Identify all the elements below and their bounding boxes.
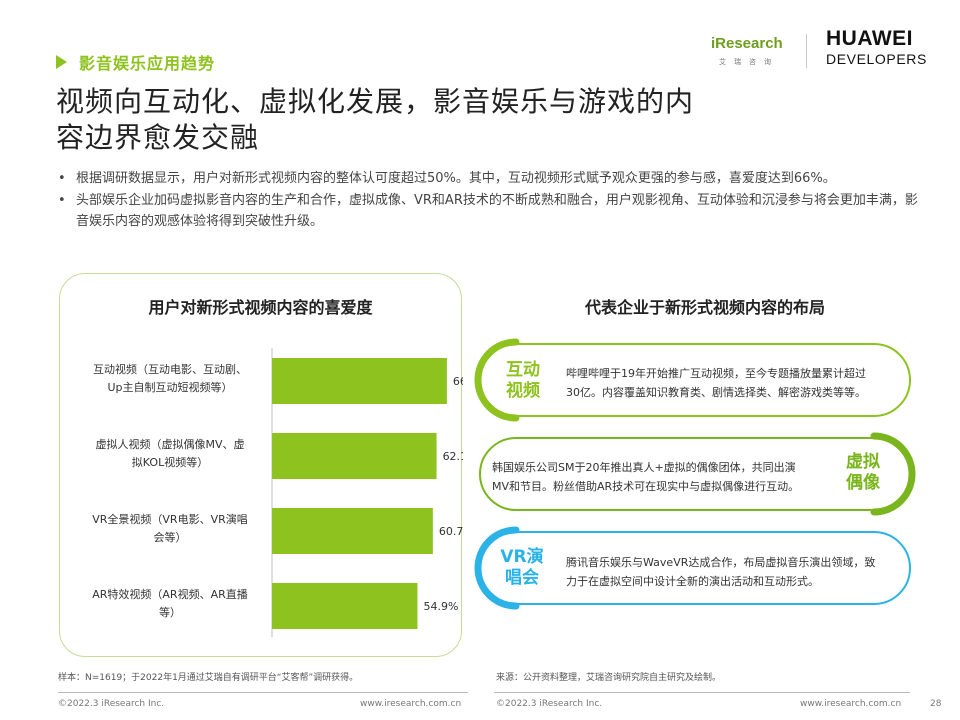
category-label-2-1: 会等） xyxy=(154,530,187,544)
page-title-line2: 容边界愈发交融 xyxy=(56,121,260,154)
section-label: 影音娱乐应用趋势 xyxy=(79,54,216,73)
bullet-list: • 根据调研数据显示，用户对新形式视频内容的整体认可度超过50%。其中，互动视频… xyxy=(58,168,918,233)
section-tag: 影音娱乐应用趋势 xyxy=(56,50,215,74)
page-title: 视频向互动化、虚拟化发展，影音娱乐与游戏的内 容边界愈发交融 xyxy=(56,84,796,156)
category-label-3-0: AR特效视频（AR视频、AR直播 xyxy=(92,587,248,601)
huawei-logo-line1: HUAWEI xyxy=(826,27,913,50)
iresearch-logo-subtitle: 艾瑞咨询 xyxy=(719,58,779,66)
iresearch-logo-text: iResearch xyxy=(711,35,783,52)
card-label-line1: VR演 xyxy=(500,547,544,567)
page-number: 28 xyxy=(930,699,942,709)
bar-3 xyxy=(272,583,418,629)
bullet-symbol: • xyxy=(58,193,66,208)
card-label-line2: 唱会 xyxy=(505,568,539,588)
bullet-text: 根据调研数据显示，用户对新形式视频内容的整体认可度超过50%。其中，互动视频形式… xyxy=(76,171,836,186)
card-label-line1: 虚拟 xyxy=(846,452,880,472)
card-text-line1: 腾讯音乐娱乐与WaveVR达成合作，布局虚拟音乐演出领域，致 xyxy=(566,556,876,569)
card-label-virtual-idol: 虚拟 偶像 xyxy=(838,452,888,494)
card-label-interactive-video: 互动 视频 xyxy=(498,360,548,402)
footer-url-left[interactable]: www.iresearch.com.cn xyxy=(360,699,462,709)
footer-divider-left xyxy=(58,692,468,693)
card-text-vr-concert: 腾讯音乐娱乐与WaveVR达成合作，布局虚拟音乐演出领域，致 力于在虚拟空间中设… xyxy=(566,553,911,591)
huawei-developers-logo: HUAWEI DEVELOPERS xyxy=(826,28,927,68)
huawei-logo-line2: DEVELOPERS xyxy=(826,51,927,67)
bar-value-label-3: 54.9% xyxy=(423,600,458,613)
source-note: 来源：公开资料整理，艾瑞咨询研究院自主研究及绘制。 xyxy=(496,673,722,683)
bar-1 xyxy=(272,433,437,479)
bullet-item: • 头部娱乐企业加码虚拟影音内容的生产和合作，虚拟成像、VR和AR技术的不断成熟… xyxy=(58,190,918,232)
bullet-text: 头部娱乐企业加码虚拟影音内容的生产和合作，虚拟成像、VR和AR技术的不断成熟和融… xyxy=(76,193,918,229)
page-title-line1: 视频向互动化、虚拟化发展，影音娱乐与游戏的内 xyxy=(56,85,695,118)
bullet-symbol: • xyxy=(58,171,66,186)
card-text-line2: 30亿。内容覆盖知识教育类、剧情选择类、解密游戏类等等。 xyxy=(566,386,866,399)
bullet-item: • 根据调研数据显示，用户对新形式视频内容的整体认可度超过50%。其中，互动视频… xyxy=(58,168,918,189)
footer-divider-right xyxy=(494,692,910,693)
card-text-interactive-video: 哔哩哔哩于19年开始推广互动视频，至今专题播放量累计超过 30亿。内容覆盖知识教… xyxy=(566,364,901,402)
card-label-line1: 互动 xyxy=(506,360,540,380)
sample-note: 样本：N=1619；于2022年1月通过艾瑞自有调研平台“艾客帮”调研获得。 xyxy=(58,673,359,683)
category-label-1-1: 拟KOL视频等） xyxy=(132,455,208,469)
logo-divider xyxy=(806,34,807,68)
bar-value-label-0: 66.0% xyxy=(453,375,463,388)
card-label-vr-concert: VR演 唱会 xyxy=(496,547,548,589)
iresearch-logo: iResearch 艾瑞咨询 xyxy=(711,33,791,71)
card-text-line2: MV和节目。粉丝借助AR技术可在现实中与虚拟偶像进行互动。 xyxy=(492,480,800,493)
footer-copyright-right: ©2022.3 iResearch Inc. xyxy=(496,699,603,709)
category-label-0-0: 互动视频（互动电影、互动剧、 xyxy=(93,362,247,376)
chart-title: 用户对新形式视频内容的喜爱度 xyxy=(148,298,373,317)
bar-value-label-1: 62.1% xyxy=(443,450,463,463)
card-label-line2: 视频 xyxy=(506,381,540,401)
card-text-line2: 力于在虚拟空间中设计全新的演出活动和互动形式。 xyxy=(566,575,819,588)
category-label-3-1: 等） xyxy=(159,605,181,619)
card-text-virtual-idol: 韩国娱乐公司SM于20年推出真人+虚拟的偶像团体，共同出演 MV和节目。粉丝借助… xyxy=(492,458,832,496)
right-panel-title: 代表企业于新形式视频内容的布局 xyxy=(584,298,825,317)
bar-chart: 66.0% 互动视频（互动电影、互动剧、 Up主自制互动短视频等） 62.1% 虚拟人视… xyxy=(92,348,463,637)
bar-0 xyxy=(272,358,447,404)
footer-url-right[interactable]: www.iresearch.com.cn xyxy=(800,699,902,709)
category-label-0-1: Up主自制互动短视频等） xyxy=(107,380,232,394)
triangle-icon xyxy=(56,55,67,69)
bar-2 xyxy=(272,508,433,554)
card-text-line1: 哔哩哔哩于19年开始推广互动视频，至今专题播放量累计超过 xyxy=(566,367,866,380)
category-label-1-0: 虚拟人视频（虚拟偶像MV、虚 xyxy=(95,437,244,451)
bar-value-label-2: 60.7% xyxy=(439,525,463,538)
category-label-2-0: VR全景视频（VR电影、VR演唱 xyxy=(92,512,248,526)
card-label-line2: 偶像 xyxy=(846,473,880,493)
card-text-line1: 韩国娱乐公司SM于20年推出真人+虚拟的偶像团体，共同出演 xyxy=(492,461,796,474)
chart-panel: 用户对新形式视频内容的喜爱度 66.0% 互动视频（互动电影、互动剧、 Up主自制互… xyxy=(59,273,463,657)
footer-copyright-left: ©2022.3 iResearch Inc. xyxy=(58,699,165,709)
